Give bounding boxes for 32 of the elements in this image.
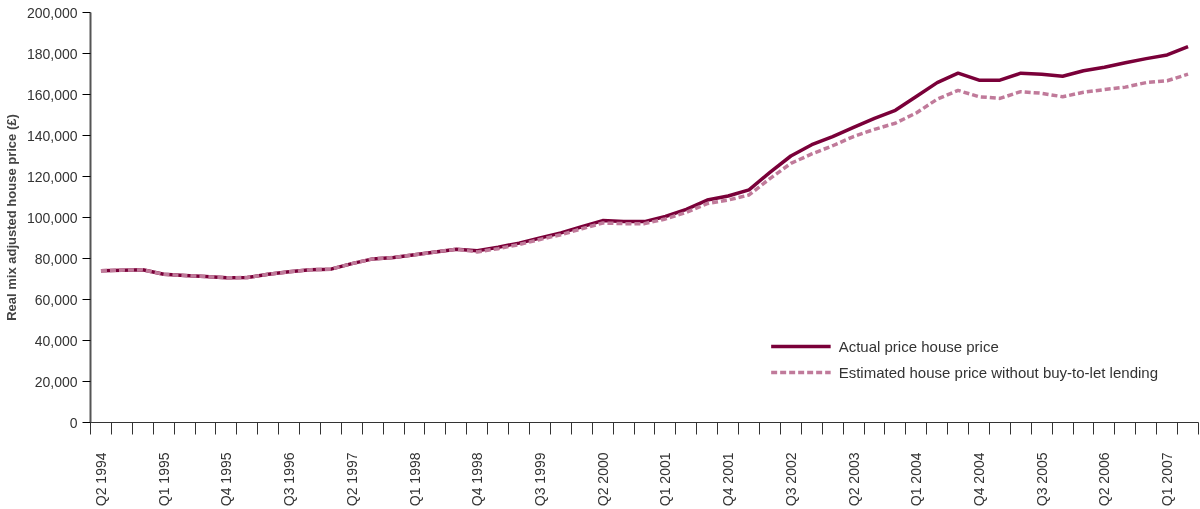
x-tick-label: Q1 1998 [406,452,423,507]
x-tick-label: Q2 2003 [845,452,862,507]
y-tick-label: 200,000 [26,4,78,21]
x-tick-label: Q1 2007 [1159,452,1176,507]
y-tick-label: 140,000 [26,127,78,144]
x-tick-label: Q4 2001 [720,452,737,507]
x-tick-label: Q4 2004 [970,452,987,507]
x-tick-label: Q4 1995 [218,452,235,507]
x-tick-label: Q2 2000 [594,452,611,507]
legend-label: Estimated house price without buy-to-let lending [838,363,1158,381]
y-tick-label: 120,000 [26,168,78,185]
x-tick-label: Q2 2006 [1096,452,1113,507]
x-tick-label: Q3 2002 [782,452,799,507]
y-tick-label: 40,000 [34,332,78,349]
y-tick-label: 20,000 [34,373,78,390]
y-tick-label: 0 [69,414,78,431]
x-tick-label: Q4 1998 [469,452,486,507]
y-tick-label: 160,000 [26,86,78,103]
y-tick-label: 100,000 [26,209,78,226]
y-tick-label: 80,000 [34,250,78,267]
y-tick-label: 180,000 [26,45,78,62]
x-tick-label: Q2 1994 [92,452,109,507]
x-tick-label: Q2 1997 [343,452,360,507]
y-axis-title: Real mix adjusted house price (£) [3,114,19,321]
legend-label: Actual price house price [838,337,999,355]
y-tick-label: 60,000 [34,291,78,308]
x-tick-label: Q3 2005 [1033,452,1050,507]
x-tick-label: Q3 1996 [281,452,298,507]
x-tick-label: Q1 2001 [657,452,674,507]
x-tick-label: Q1 2004 [908,452,925,507]
x-tick-label: Q1 1995 [155,452,172,507]
x-tick-label: Q3 1999 [531,452,548,507]
